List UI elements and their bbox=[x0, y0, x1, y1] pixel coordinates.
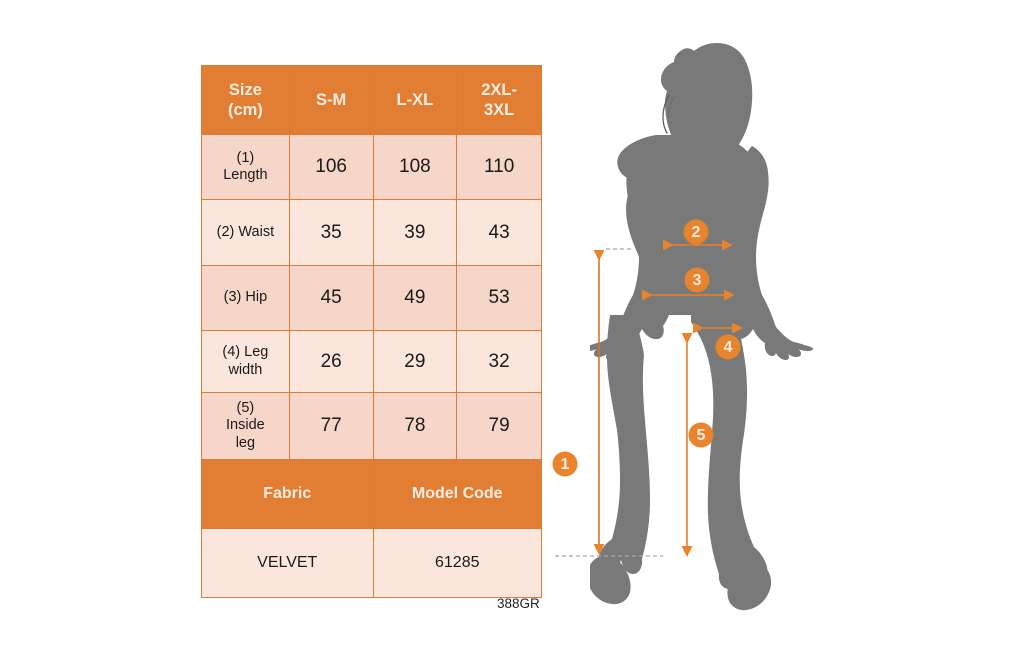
svg-text:1: 1 bbox=[561, 456, 570, 473]
svg-text:2: 2 bbox=[692, 224, 701, 241]
svg-text:4: 4 bbox=[724, 339, 733, 356]
svg-text:3: 3 bbox=[693, 272, 702, 289]
svg-text:5: 5 bbox=[697, 427, 706, 444]
